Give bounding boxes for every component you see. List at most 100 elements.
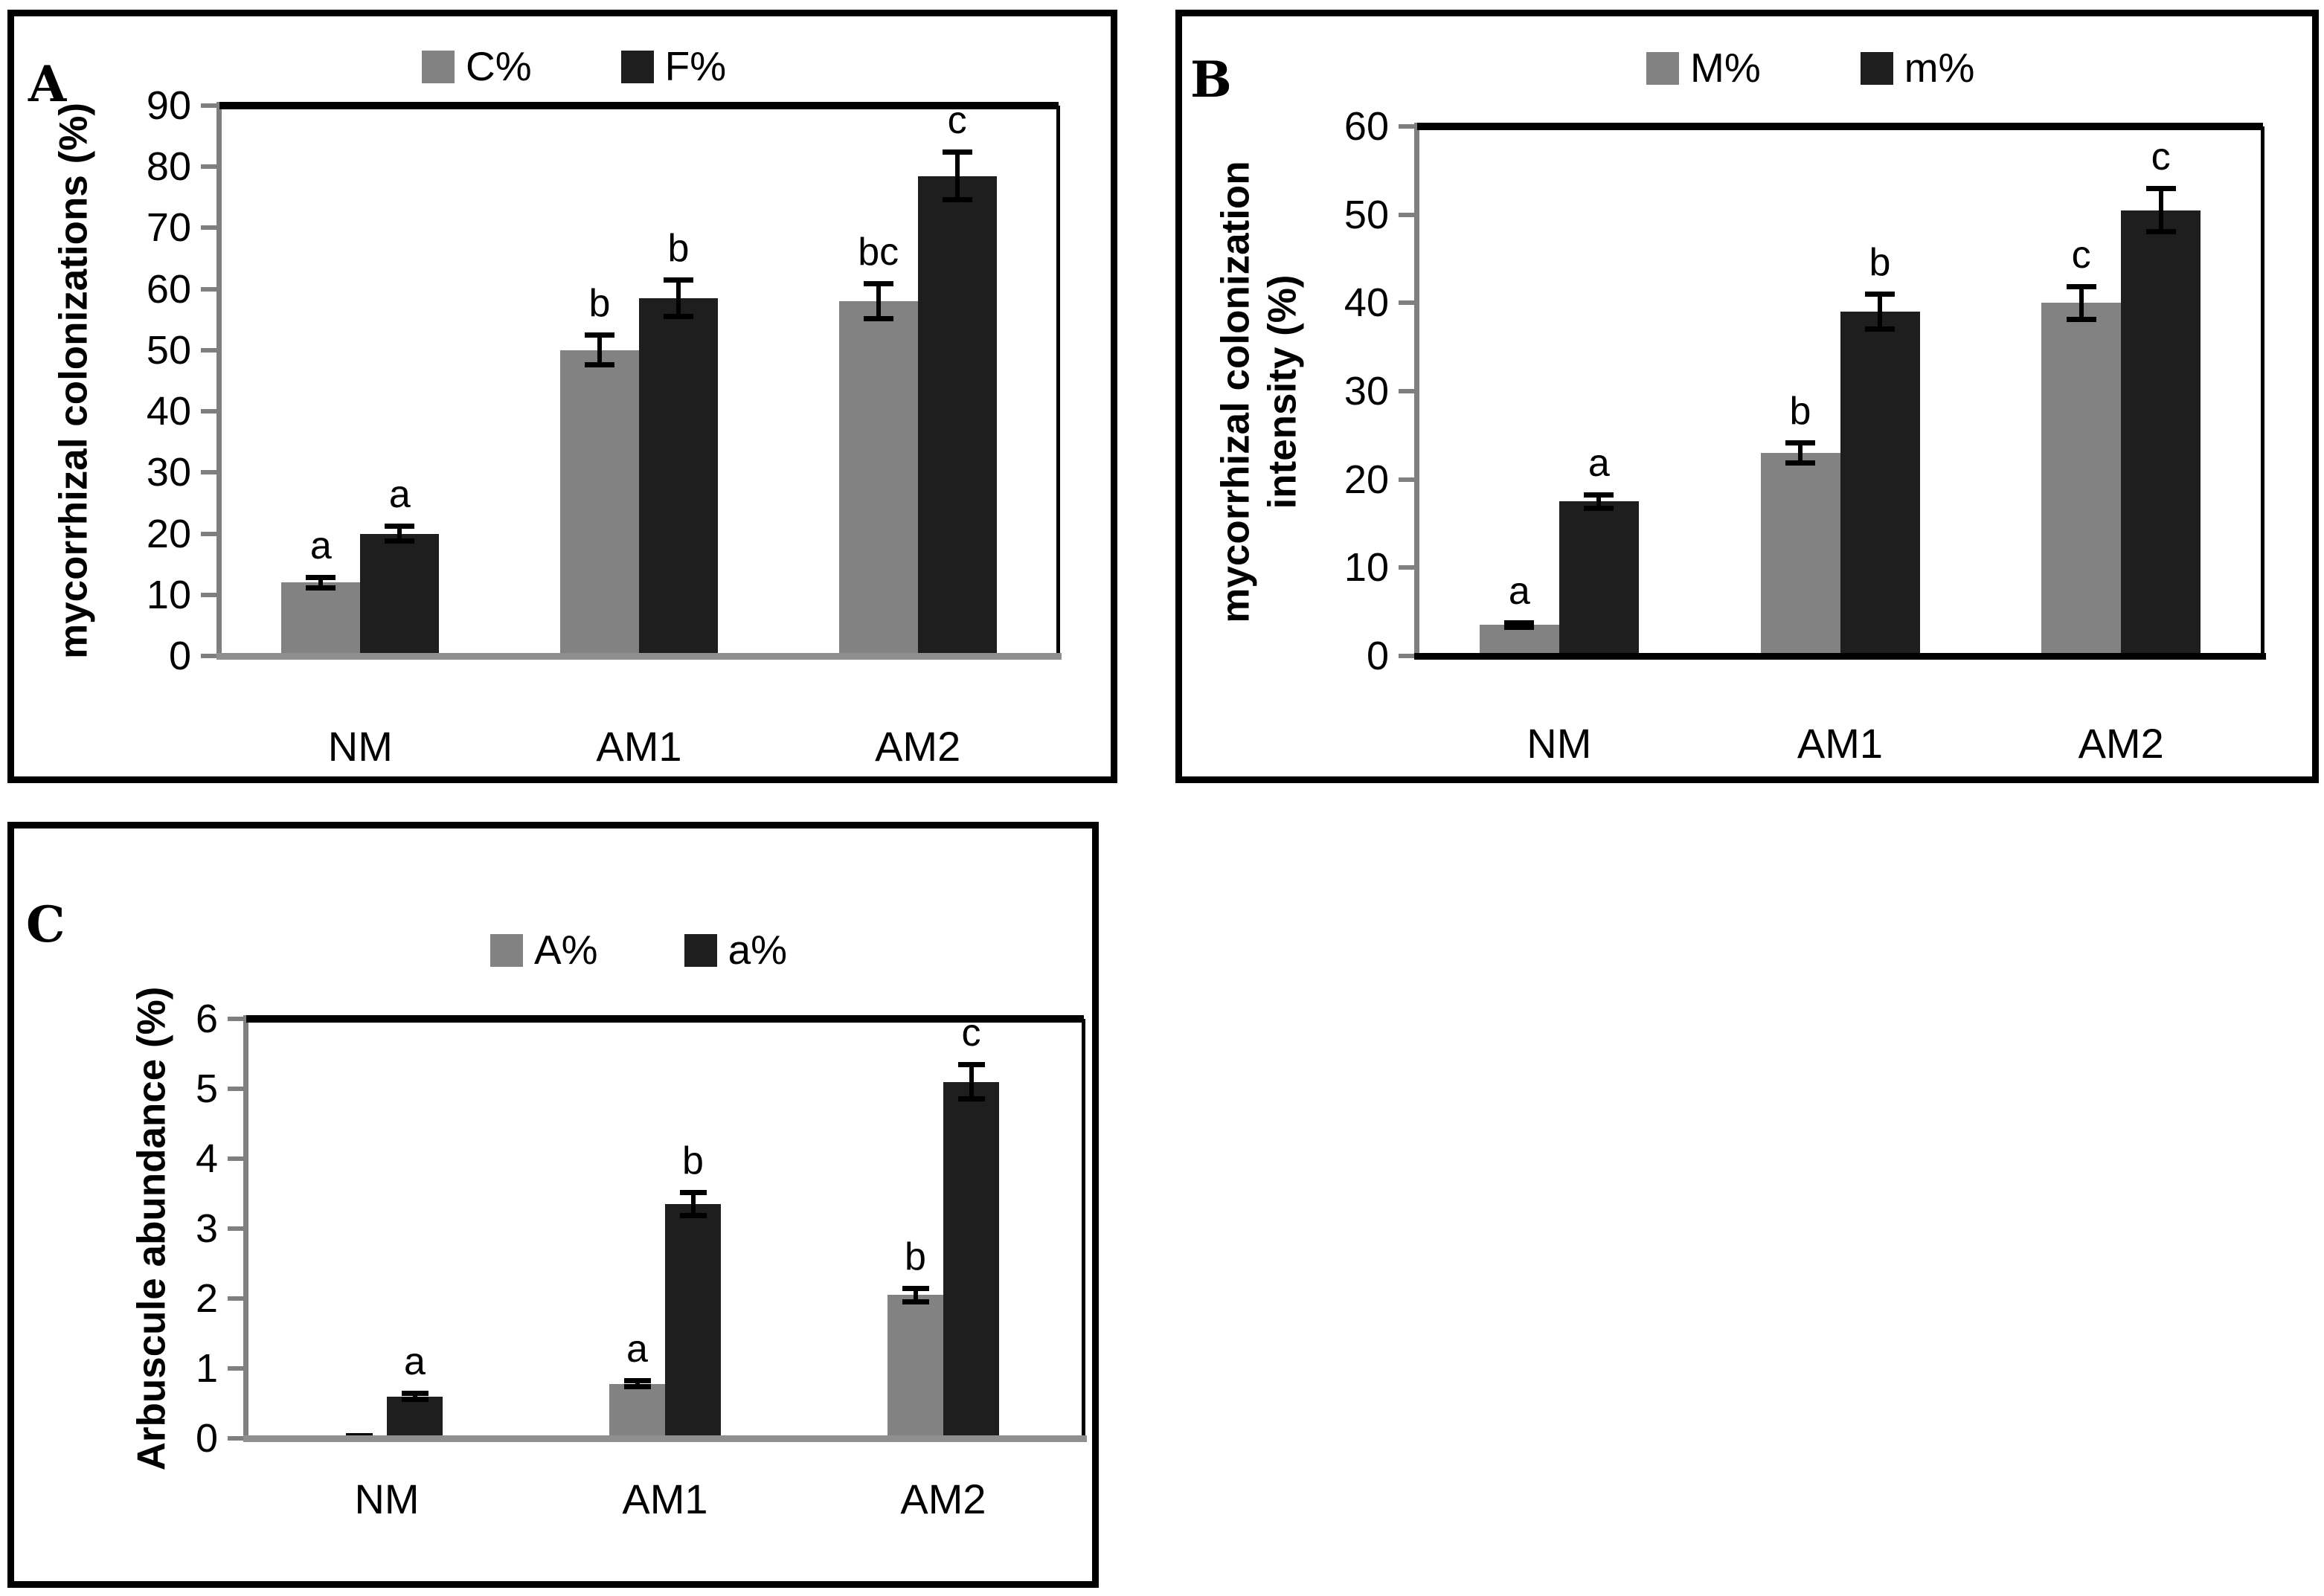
legend-swatch-dark <box>684 933 717 967</box>
y-tick-mark <box>1399 389 1414 393</box>
y-tick-mark <box>1399 212 1414 217</box>
y-tick-label: 30 <box>1344 369 1389 414</box>
x-category-label: AM1 <box>1797 720 1884 767</box>
error-bar <box>690 1192 696 1217</box>
y-tick-label: 6 <box>195 997 218 1041</box>
bar-C%-AM2 <box>838 301 918 656</box>
error-bar-cap <box>306 574 336 580</box>
legend-swatch-gray <box>490 933 523 967</box>
error-bar <box>1596 494 1602 509</box>
plot-top-border <box>246 1015 1084 1023</box>
legend-label: A% <box>534 927 598 973</box>
error-bar-cap <box>1504 625 1535 631</box>
bar-m%-AM2 <box>2121 210 2201 656</box>
legend-item: m% <box>1860 48 1974 89</box>
y-tick-label: 20 <box>1344 457 1389 502</box>
significance-letter: c <box>2071 233 2091 277</box>
error-bar-cap <box>623 1377 651 1383</box>
legend-item: M% <box>1646 48 1761 89</box>
significance-letter: b <box>905 1235 926 1278</box>
x-axis-baseline <box>1414 653 2266 660</box>
y-tick-mark <box>228 1366 243 1371</box>
error-bar-cap <box>401 1397 428 1403</box>
error-bar-cap <box>385 523 415 529</box>
bar-F%-AM1 <box>639 298 718 656</box>
y-tick-label: 60 <box>1344 104 1389 149</box>
significance-letter: c <box>961 1011 981 1055</box>
y-tick-mark <box>201 164 216 170</box>
y-tick-label: 90 <box>146 83 191 128</box>
error-bar-cap <box>957 1096 985 1102</box>
bar-M%-NM <box>1479 625 1559 656</box>
error-bar-cap <box>1865 326 1895 332</box>
error-bar-cap <box>1584 505 1614 511</box>
legend-item: F% <box>620 46 726 87</box>
x-category-label: AM1 <box>622 1476 708 1522</box>
error-bar-cap <box>664 277 693 283</box>
y-tick-label: 4 <box>195 1136 218 1181</box>
panel-a-legend: C% F% <box>422 46 726 87</box>
panel-b-legend: M% m% <box>1646 48 1974 89</box>
legend-swatch-gray <box>422 50 455 83</box>
significance-letter: c <box>2151 135 2171 179</box>
error-bar-cap <box>957 1062 985 1068</box>
x-category-label: NM <box>1527 720 1592 767</box>
y-tick-label: 80 <box>146 144 191 190</box>
significance-letter: a <box>309 524 332 567</box>
legend-item: C% <box>422 46 532 87</box>
y-tick-mark <box>228 1087 243 1091</box>
error-bar-cap <box>2066 316 2096 322</box>
bar-F%-AM2 <box>917 176 997 656</box>
error-bar-cap <box>1865 292 1895 297</box>
x-category-label: NM <box>354 1476 420 1522</box>
y-tick-mark <box>228 1156 243 1161</box>
x-axis-baseline <box>216 653 1062 660</box>
error-bar-cap <box>1504 620 1535 625</box>
error-bar-cap <box>679 1190 707 1196</box>
y-tick-mark <box>1399 300 1414 306</box>
x-category-label: NM <box>327 723 393 770</box>
y-tick-label: 40 <box>1344 280 1389 326</box>
y-tick-mark <box>1399 477 1414 482</box>
legend-swatch-gray <box>1646 51 1679 85</box>
significance-letter: b <box>1789 389 1811 433</box>
y-tick-label: 2 <box>195 1276 218 1321</box>
significance-letter: bc <box>858 231 899 274</box>
panel-c-plot: 0 1 2 3 4 5 6 a NM a b AM1 b c AM2 <box>14 828 1092 1581</box>
significance-letter: a <box>404 1339 426 1383</box>
y-tick-mark <box>228 1017 243 1021</box>
y-tick-mark <box>201 409 216 414</box>
y-tick-label: 50 <box>1344 192 1389 237</box>
legend-swatch-dark <box>620 50 654 83</box>
error-bar-cap <box>401 1390 428 1396</box>
panel-b-label: B <box>1190 51 1232 109</box>
bar-a%-AM2 <box>943 1081 999 1438</box>
y-axis-line <box>216 102 222 659</box>
legend-item: a% <box>684 930 787 971</box>
significance-letter: a <box>388 472 411 516</box>
bar-F%-NM <box>360 533 440 656</box>
significance-letter: a <box>626 1327 648 1371</box>
y-tick-label: 5 <box>195 1066 218 1111</box>
error-bar-cap <box>1785 440 1815 445</box>
error-bar-cap <box>2145 229 2176 235</box>
error-bar <box>913 1287 918 1302</box>
x-category-label: AM2 <box>900 1476 986 1522</box>
y-tick-mark <box>1399 654 1414 658</box>
error-bar-cap <box>585 362 614 368</box>
error-bar-cap <box>2145 186 2176 192</box>
error-bar <box>2079 286 2084 320</box>
y-tick-mark <box>201 470 216 475</box>
y-tick-mark <box>201 531 216 536</box>
x-category-label: AM2 <box>875 723 961 770</box>
error-bar-cap <box>942 149 972 155</box>
error-bar <box>1798 442 1803 464</box>
error-bar <box>635 1380 640 1388</box>
y-tick-mark <box>201 654 216 658</box>
panel-c-label: C <box>26 895 65 953</box>
y-tick-label: 60 <box>146 266 191 312</box>
significance-letter: b <box>667 227 690 271</box>
error-bar-cap <box>623 1384 651 1390</box>
